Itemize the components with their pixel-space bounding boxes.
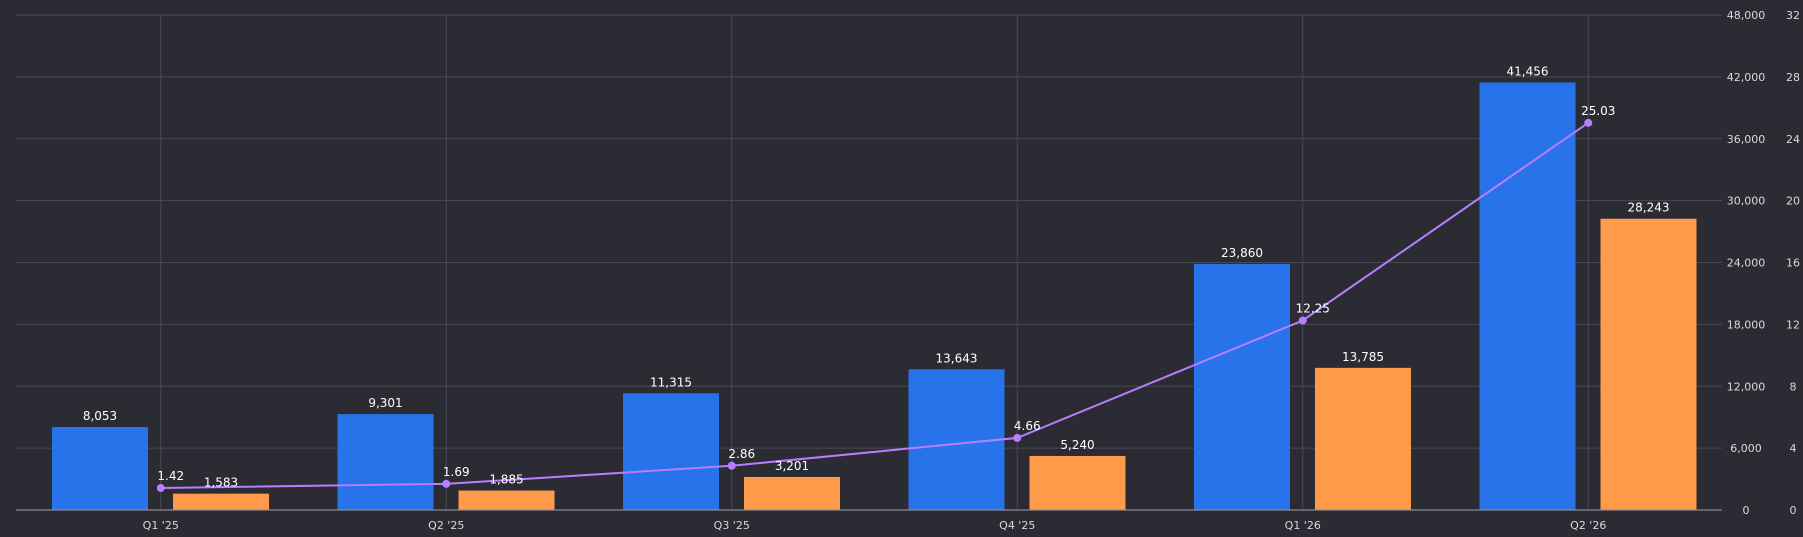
bar (337, 414, 434, 510)
y-right-tick-label: 16 (1786, 257, 1800, 270)
y-right-tick-label: 12 (1786, 318, 1800, 331)
bar-value-label: 3,201 (775, 459, 809, 473)
axes: 0 0 6,000 4 12,000 8 18,000 12 24,000 16 30,000 20 3… (16, 9, 1800, 532)
bar (52, 426, 148, 510)
line-value-label: 4.66 (1014, 419, 1041, 433)
bar-value-label: 28,243 (1628, 201, 1670, 215)
bar-value-label: 9,301 (368, 396, 402, 410)
bar-value-label: 23,860 (1221, 246, 1263, 260)
line-point (1298, 316, 1307, 325)
line-point (1013, 433, 1022, 442)
bar-value-label: 1,583 (204, 476, 238, 490)
x-tick-label: Q1 '26 (1285, 519, 1321, 532)
bar (1479, 82, 1576, 511)
y-right-tick-label: 8 (1790, 380, 1797, 393)
bar (1315, 367, 1411, 510)
bar-value-label: 41,456 (1507, 64, 1549, 78)
bar-value-label: 5,240 (1060, 438, 1094, 452)
bar-value-label: 1,885 (489, 473, 523, 487)
line-point (727, 461, 736, 470)
ratio-line (156, 118, 1593, 493)
y-left-tick-label: 30,000 (1727, 195, 1766, 208)
bar (173, 493, 269, 510)
bar (1194, 263, 1290, 510)
data-labels: 8,053 1,583 9,301 1,885 11,315 3,201 13,643 5,2… (83, 64, 1670, 489)
bar (908, 369, 1005, 510)
bar (1029, 455, 1126, 510)
grid (16, 14, 1722, 510)
y-left-tick-label: 0 (1743, 504, 1750, 517)
y-right-tick-label: 0 (1790, 504, 1797, 517)
line-point (156, 484, 165, 493)
bar (1600, 218, 1697, 510)
y-left-tick-label: 6,000 (1730, 442, 1762, 455)
x-tick-label: Q1 '25 (143, 519, 179, 532)
y-right-tick-label: 32 (1786, 9, 1800, 22)
y-left-tick-label: 42,000 (1727, 71, 1766, 84)
line-value-label: 1.42 (157, 469, 184, 483)
y-right-tick-label: 24 (1786, 133, 1800, 146)
x-tick-label: Q4 '25 (999, 519, 1035, 532)
line-series (160, 121, 1589, 490)
y-left-tick-label: 24,000 (1727, 257, 1766, 270)
bar (744, 476, 840, 510)
line-value-label: 2.86 (728, 447, 755, 461)
bar-value-label: 11,315 (650, 375, 692, 389)
bar-value-label: 8,053 (83, 409, 117, 423)
y-left-tick-label: 36,000 (1727, 133, 1766, 146)
bar-value-label: 13,785 (1342, 350, 1384, 364)
line-value-label: 1.69 (443, 465, 470, 479)
y-left-tick-label: 18,000 (1727, 318, 1766, 331)
bar (623, 393, 719, 510)
line-point (442, 479, 451, 488)
y-left-tick-label: 12,000 (1727, 380, 1766, 393)
line-value-label: 25.03 (1581, 104, 1615, 118)
bar (458, 490, 555, 510)
x-tick-label: Q2 '26 (1570, 519, 1606, 532)
y-right-tick-label: 20 (1786, 195, 1800, 208)
y-left-tick-label: 48,000 (1727, 9, 1766, 22)
x-tick-label: Q2 '25 (428, 519, 464, 532)
line-value-label: 12.25 (1296, 302, 1330, 316)
x-tick-label: Q3 '25 (714, 519, 750, 532)
line-point (1584, 118, 1593, 127)
bar-value-label: 13,643 (936, 351, 978, 365)
bars (52, 82, 1697, 511)
y-right-tick-label: 28 (1786, 71, 1800, 84)
y-right-tick-label: 4 (1790, 442, 1797, 455)
